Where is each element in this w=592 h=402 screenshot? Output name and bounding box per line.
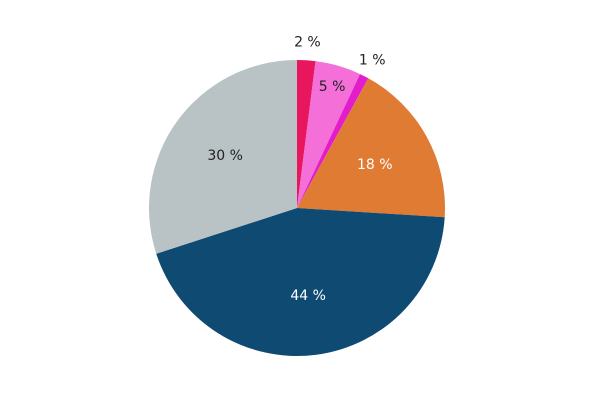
data-label: 30 % [207,148,243,164]
data-label: 5 % [319,79,346,95]
pie-slice [297,78,445,218]
data-label: 44 % [290,288,326,304]
data-label: 1 % [359,52,386,68]
pie-slice [149,60,297,254]
pie-slice [297,60,316,208]
data-label: 18 % [357,157,393,173]
pie-slice [156,208,445,356]
data-label: 2 % [294,35,321,51]
pie-slice [297,61,361,208]
pie-slice [297,74,369,208]
